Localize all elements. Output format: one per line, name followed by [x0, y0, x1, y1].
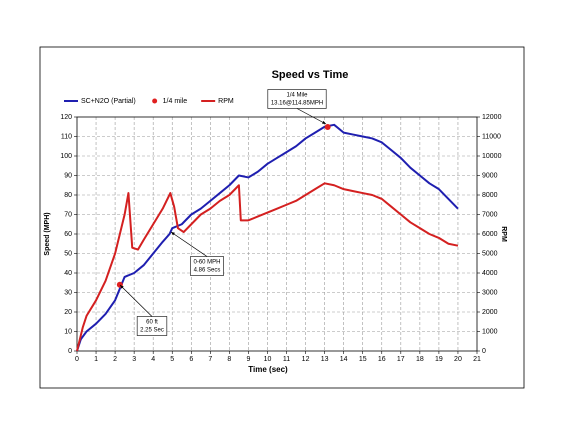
- y2-axis-label: RPM: [500, 226, 507, 242]
- y-tick-label: 40: [64, 270, 72, 277]
- y-tick-label: 80: [64, 192, 72, 199]
- series-line: [76, 182, 459, 352]
- x-tick-label: 13: [321, 356, 329, 363]
- annotation-arrow: [119, 284, 153, 317]
- y-tick-label: 10: [64, 328, 72, 335]
- y-axis-label: Speed (MPH): [44, 212, 51, 255]
- x-tick-label: 20: [454, 356, 462, 363]
- y2-tick-label: 12000: [482, 114, 502, 121]
- annotation-text: 2.25 Sec: [140, 328, 164, 334]
- x-tick-label: 0: [75, 356, 79, 363]
- y-tick-label: 60: [64, 231, 72, 238]
- annotation-text: 60 ft: [146, 320, 158, 326]
- x-tick-label: 18: [416, 356, 424, 363]
- y-tick-label: 20: [64, 309, 72, 316]
- x-tick-label: 11: [283, 356, 290, 363]
- y2-tick-label: 9000: [482, 172, 498, 179]
- y-tick-label: 0: [68, 348, 72, 355]
- y-tick-label: 50: [64, 250, 72, 257]
- legend-label: SC+N2O (Partial): [81, 98, 136, 105]
- x-tick-label: 5: [170, 356, 174, 363]
- y2-tick-label: 10000: [482, 153, 502, 160]
- annotation-text: 0-60 MPH: [193, 260, 220, 266]
- annotation-text: 1/4 Mile: [286, 93, 308, 99]
- chart-title: Speed vs Time: [272, 69, 349, 81]
- annotation-arrowhead: [171, 232, 175, 236]
- y-tick-label: 30: [64, 289, 72, 296]
- x-axis-label: Time (sec): [248, 365, 288, 374]
- x-tick-label: 3: [132, 356, 136, 363]
- y-tick-label: 110: [61, 133, 72, 140]
- legend-marker: [152, 98, 158, 104]
- annotation-arrowhead: [322, 120, 326, 124]
- y2-tick-label: 7000: [482, 211, 498, 218]
- x-tick-label: 10: [264, 356, 272, 363]
- annotation-text: 13.16@114.85MPH: [271, 101, 323, 107]
- annotation-arrowhead: [120, 285, 124, 289]
- x-tick-label: 12: [302, 356, 310, 363]
- y2-tick-label: 6000: [482, 231, 498, 238]
- y2-tick-label: 1000: [482, 328, 498, 335]
- x-tick-label: 17: [397, 356, 405, 363]
- x-tick-label: 6: [189, 356, 193, 363]
- series-line: [76, 123, 459, 352]
- y-tick-label: 90: [64, 172, 72, 179]
- x-tick-label: 9: [246, 356, 250, 363]
- legend-label: RPM: [218, 98, 234, 105]
- y2-tick-label: 8000: [482, 192, 498, 199]
- y2-tick-label: 3000: [482, 289, 498, 296]
- y2-tick-label: 4000: [482, 270, 498, 277]
- x-tick-label: 14: [340, 356, 348, 363]
- annotation-arrow: [296, 108, 327, 125]
- x-tick-label: 1: [94, 356, 98, 363]
- y2-tick-label: 11000: [482, 133, 501, 140]
- x-tick-label: 2: [113, 356, 117, 363]
- x-tick-label: 7: [208, 356, 212, 363]
- y-tick-label: 70: [64, 211, 72, 218]
- x-tick-label: 19: [435, 356, 443, 363]
- y-tick-label: 100: [60, 153, 72, 160]
- x-tick-label: 21: [473, 356, 481, 363]
- x-tick-label: 4: [151, 356, 155, 363]
- y-tick-label: 120: [60, 114, 72, 121]
- y2-tick-label: 5000: [482, 250, 498, 257]
- x-tick-label: 8: [227, 356, 231, 363]
- x-tick-label: 16: [378, 356, 386, 363]
- legend-label: 1/4 mile: [163, 98, 188, 105]
- annotation-text: 4.86 Secs: [194, 268, 221, 274]
- y2-tick-label: 0: [482, 348, 486, 355]
- x-tick-label: 15: [359, 356, 367, 363]
- marker: [324, 124, 331, 131]
- y2-tick-label: 2000: [482, 309, 498, 316]
- annotation-arrow: [170, 231, 208, 257]
- plot-border: [76, 116, 478, 352]
